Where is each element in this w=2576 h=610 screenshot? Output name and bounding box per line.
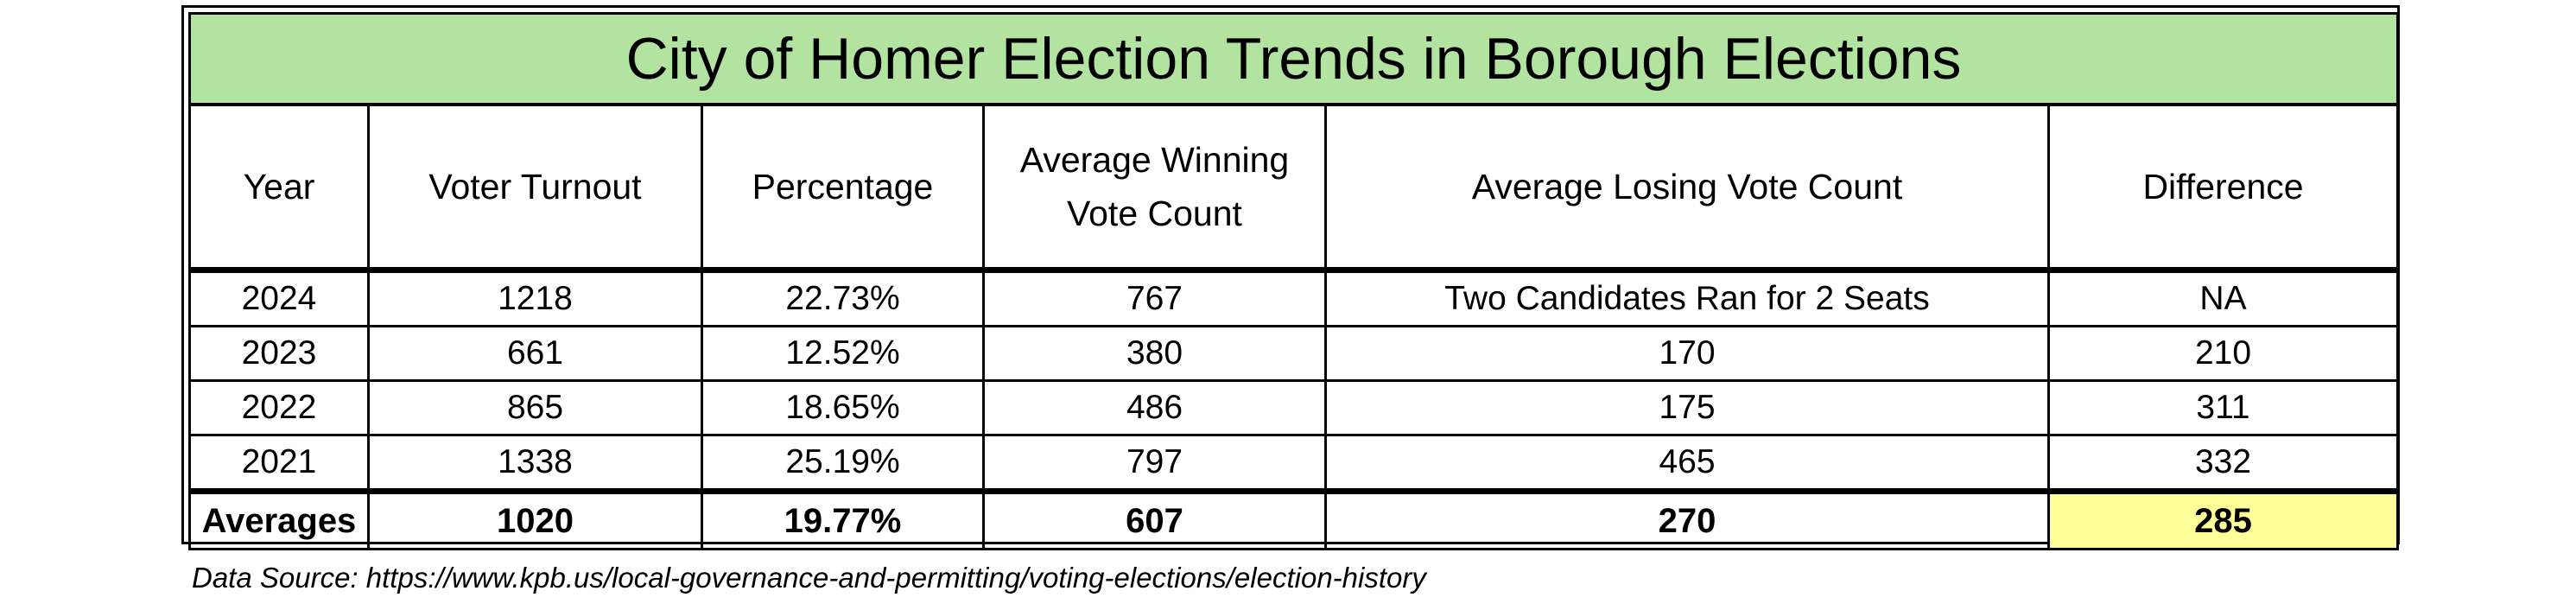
- cell-year: 2021: [188, 434, 370, 492]
- cell-avg-win: 380: [982, 325, 1327, 382]
- table-row: 2024 1218 22.73% 767 Two Candidates Ran …: [188, 269, 2399, 327]
- data-source-note: Data Source: https://www.kpb.us/local-go…: [192, 562, 1426, 594]
- header-voter-turnout: Voter Turnout: [367, 103, 703, 273]
- cell-difference: 311: [2047, 379, 2399, 436]
- averages-label: Averages: [188, 488, 370, 550]
- header-average-winning-line1: Average Winning: [1019, 140, 1290, 180]
- cell-avg-lose: 465: [1324, 434, 2050, 492]
- cell-year: 2024: [188, 269, 370, 327]
- cell-difference: NA: [2047, 269, 2399, 327]
- cell-avg-win: 486: [982, 379, 1327, 436]
- cell-difference: 210: [2047, 325, 2399, 382]
- header-average-losing-vote-count: Average Losing Vote Count: [1324, 103, 2050, 273]
- table-row: 2022 865 18.65% 486 175 311: [188, 379, 2399, 436]
- cell-avg-lose: Two Candidates Ran for 2 Seats: [1324, 269, 2050, 327]
- header-average-winning-vote-count: Average Winning Vote Count: [982, 103, 1327, 273]
- cell-turnout: 1338: [367, 434, 703, 492]
- cell-year: 2023: [188, 325, 370, 382]
- election-trends-table: City of Homer Election Trends in Borough…: [188, 12, 2399, 550]
- cell-percentage: 12.52%: [701, 325, 985, 382]
- averages-avg-win: 607: [982, 488, 1327, 550]
- cell-turnout: 865: [367, 379, 703, 436]
- table-row: 2021 1338 25.19% 797 465 332: [188, 434, 2399, 492]
- header-row: Year Voter Turnout Percentage Average Wi…: [188, 103, 2399, 273]
- cell-avg-win: 767: [982, 269, 1327, 327]
- cell-year: 2022: [188, 379, 370, 436]
- cell-avg-lose: 170: [1324, 325, 2050, 382]
- table-title: City of Homer Election Trends in Borough…: [188, 12, 2399, 106]
- averages-percentage: 19.77%: [701, 488, 985, 550]
- averages-avg-lose: 270: [1324, 488, 2050, 550]
- header-average-winning-line2: Vote Count: [1067, 194, 1242, 233]
- header-percentage: Percentage: [701, 103, 985, 273]
- table-row: 2023 661 12.52% 380 170 210: [188, 325, 2399, 382]
- averages-row: Averages 1020 19.77% 607 270 285: [188, 488, 2399, 550]
- averages-difference: 285: [2047, 488, 2399, 550]
- cell-avg-win: 797: [982, 434, 1327, 492]
- cell-percentage: 18.65%: [701, 379, 985, 436]
- election-table-frame: City of Homer Election Trends in Borough…: [181, 5, 2400, 550]
- cell-turnout: 1218: [367, 269, 703, 327]
- header-year: Year: [188, 103, 370, 273]
- cell-percentage: 22.73%: [701, 269, 985, 327]
- cell-percentage: 25.19%: [701, 434, 985, 492]
- cell-avg-lose: 175: [1324, 379, 2050, 436]
- cell-turnout: 661: [367, 325, 703, 382]
- averages-turnout: 1020: [367, 488, 703, 550]
- header-difference: Difference: [2047, 103, 2399, 273]
- cell-difference: 332: [2047, 434, 2399, 492]
